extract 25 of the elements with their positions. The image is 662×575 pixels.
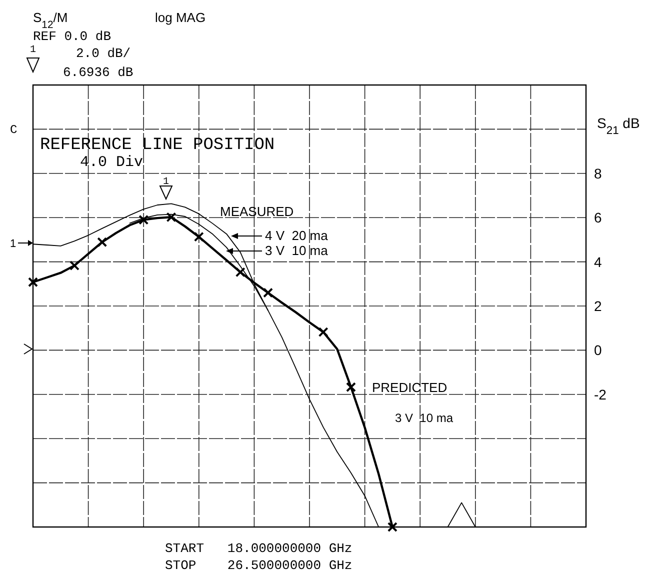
legend-label: 3 V 10 ma [265,243,329,258]
annotation: REFERENCE LINE POSITION [40,136,275,155]
text: 1 [30,45,36,56]
text: START 18.000000000 GHz [165,541,352,556]
text: C [10,123,18,137]
y-tick-label: 6 [594,210,602,226]
y-tick-label: 0 [594,342,602,358]
y-tick-label: 4 [594,254,602,270]
text: S$_{12}$/M [33,10,68,30]
text: REF 0.0 dB [33,29,112,44]
text: STOP 26.500000000 GHz [165,558,352,573]
text: 2.0 dB/ [76,46,131,61]
y-tick-label: 8 [594,165,602,182]
text: log MAG [155,10,206,25]
text: 6.6936 dB [63,65,134,80]
y-tick-label: 2 [594,298,602,314]
series-label: PREDICTED [372,380,448,395]
y-tick-label: -2 [594,386,607,402]
annotation: 3 V 10 ma [395,411,454,425]
text: 1 [10,238,16,250]
legend-label: 4 V 20 ma [265,228,329,243]
annotation: 4.0 Div [80,154,144,171]
annotation: 1 [163,177,170,188]
annotation: MEASURED [220,204,294,219]
y-axis-title: S$_{21}$ dB [597,115,640,137]
